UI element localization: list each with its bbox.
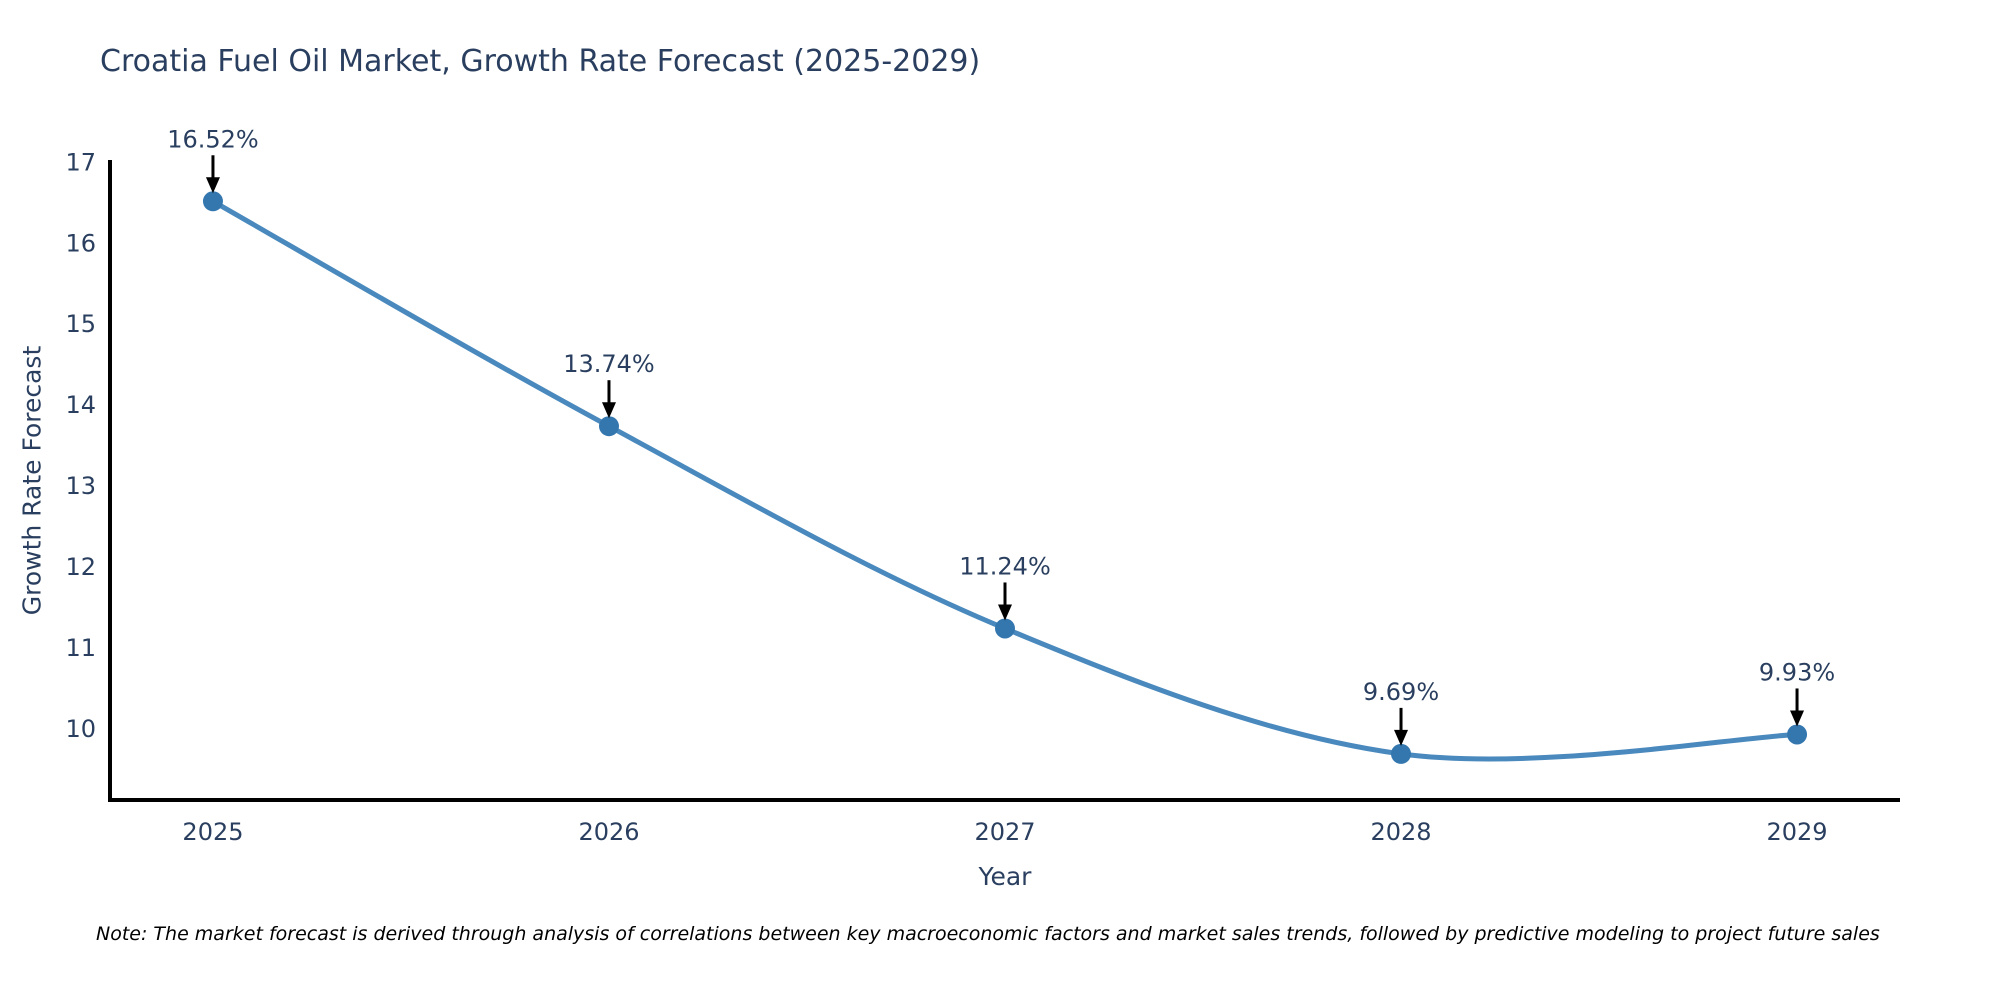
y-tick-label: 16 xyxy=(65,229,96,257)
x-axis-title: Year xyxy=(978,862,1032,891)
y-tick-label: 17 xyxy=(65,148,96,176)
chart-title: Croatia Fuel Oil Market, Growth Rate For… xyxy=(100,44,981,79)
data-point-2026[interactable] xyxy=(598,416,619,437)
x-tick-label: 2027 xyxy=(974,818,1035,846)
y-tick-label: 12 xyxy=(65,553,96,581)
x-tick-label: 2029 xyxy=(1766,818,1827,846)
annotation-arrowhead xyxy=(998,604,1012,621)
y-axis-title: Growth Rate Forecast xyxy=(17,345,47,616)
annotation-arrowhead xyxy=(1790,710,1805,727)
y-tick-label: 10 xyxy=(65,715,96,743)
y-tick-label: 15 xyxy=(65,310,96,338)
annotation-label: 13.74% xyxy=(563,350,655,378)
y-tick-label: 11 xyxy=(65,634,96,662)
data-point-2027[interactable] xyxy=(995,618,1015,639)
x-tick-label: 2026 xyxy=(578,818,639,846)
data-point-2028[interactable] xyxy=(1391,743,1412,764)
annotation-label: 11.24% xyxy=(959,552,1051,580)
y-tick-label: 14 xyxy=(65,391,96,419)
annotation-arrowhead xyxy=(601,402,616,419)
data-point-2025[interactable] xyxy=(202,191,223,212)
x-tick-label: 2028 xyxy=(1370,818,1431,846)
annotation-arrowhead xyxy=(1394,729,1409,746)
data-point-2029[interactable] xyxy=(1787,724,1808,745)
annotation-label: 9.93% xyxy=(1759,658,1835,686)
annotation-label: 9.69% xyxy=(1363,678,1439,706)
annotation-arrowhead xyxy=(205,177,220,194)
chart-note: Note: The market forecast is derived thr… xyxy=(96,923,1880,945)
y-tick-label: 13 xyxy=(65,472,96,500)
annotation-label: 16.52% xyxy=(167,125,259,153)
x-tick-label: 2025 xyxy=(182,818,243,846)
forecast-line xyxy=(210,198,1800,762)
